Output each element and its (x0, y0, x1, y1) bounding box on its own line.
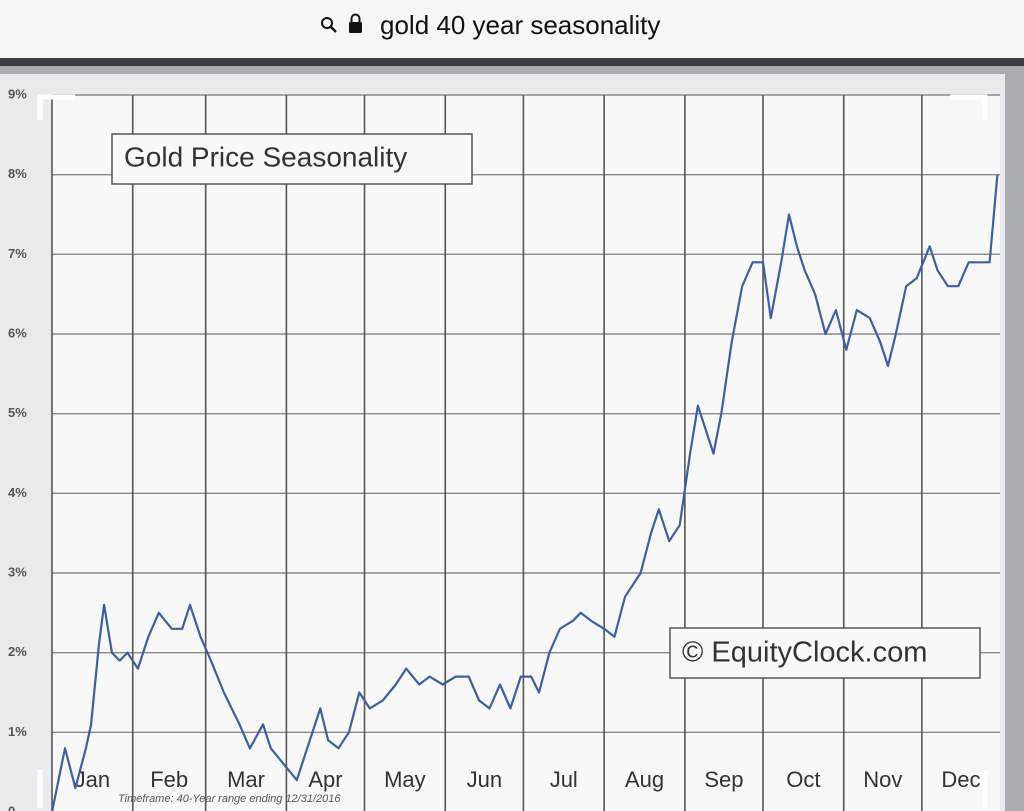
x-tick-label: Sep (704, 767, 743, 792)
y-tick-label: 5% (8, 405, 27, 420)
lock-icon (349, 13, 362, 33)
x-tick-label: Apr (308, 767, 342, 792)
x-tick-label: May (384, 767, 426, 792)
x-tick-label: Dec (941, 767, 980, 792)
y-tick-label: 7% (8, 246, 27, 261)
data-line (51, 174, 999, 811)
y-tick-label: 1% (8, 724, 27, 739)
y-tick-label: 2% (8, 644, 27, 659)
address-bar (0, 0, 1024, 58)
footnote: Timeframe: 40-Year range ending 12/31/20… (118, 793, 341, 805)
y-tick-label: 9% (8, 86, 27, 101)
y-tick-label: 0 (8, 803, 15, 811)
y-tick-label: 3% (8, 564, 27, 579)
bezel (0, 58, 1024, 66)
search-text: gold 40 year seasonality (380, 10, 660, 40)
watermark: © EquityClock.com (682, 637, 927, 669)
watermark-box (669, 627, 981, 679)
x-tick-label: Mar (227, 767, 265, 792)
title-box (111, 133, 473, 185)
x-tick-label: Aug (625, 767, 664, 792)
search-icon (321, 17, 337, 33)
chart-title: Gold Price Seasonality (124, 141, 407, 172)
y-tick-label: 4% (8, 485, 27, 500)
x-tick-label: Feb (150, 767, 188, 792)
y-tick-label: 6% (8, 325, 27, 340)
plot-area (52, 95, 1000, 811)
x-tick-label: Nov (863, 767, 902, 792)
x-tick-label: Jul (550, 767, 578, 792)
x-tick-label: Oct (786, 767, 820, 792)
x-tick-label: Jun (467, 767, 502, 792)
y-tick-label: 8% (8, 166, 27, 181)
crop-handles (37, 94, 988, 808)
